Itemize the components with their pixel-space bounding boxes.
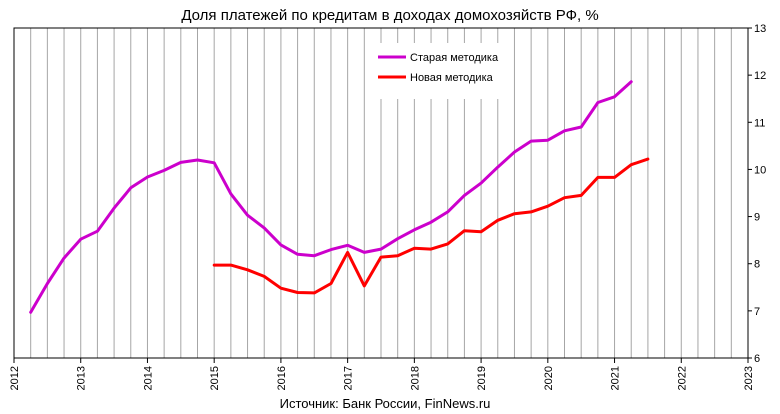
y-tick-label: 10 [754, 164, 766, 176]
x-tick-label: 2018 [409, 366, 421, 390]
y-tick-label: 11 [754, 117, 765, 129]
x-tick-label: 2015 [209, 366, 221, 390]
series-group [29, 80, 650, 314]
series-line-2 [212, 157, 650, 295]
y-tick-label: 6 [754, 353, 760, 365]
plot-frame [13, 27, 749, 359]
series-line-1 [29, 80, 633, 314]
axes: 2012 2013 2014 2015 2016 2017 2018 2019 2020 2021… [9, 23, 766, 390]
chart-title: Доля платежей по кредитам в доходах домо… [181, 7, 598, 24]
x-tick-label: 2014 [142, 366, 154, 390]
source-note: Источник: Банк России, FinNews.ru [280, 396, 491, 411]
x-tick-label: 2016 [276, 366, 288, 390]
x-tick-label: 2013 [76, 366, 88, 390]
legend-label-2: Новая методика [410, 72, 494, 84]
legend: Старая методика Новая методика [370, 43, 510, 99]
legend-label-1: Старая методика [410, 52, 499, 64]
x-tick-label: 2023 [743, 366, 755, 390]
y-tick-label: 12 [754, 70, 766, 82]
x-tick-label: 2020 [543, 366, 555, 390]
y-tick-label: 13 [754, 23, 766, 35]
legend-box [370, 43, 510, 99]
x-tick-label: 2012 [9, 366, 21, 390]
x-tick-label: 2017 [343, 366, 355, 390]
x-tick-label: 2021 [610, 366, 622, 390]
y-tick-label: 8 [754, 259, 760, 271]
x-tick-label: 2019 [476, 366, 488, 390]
y-tick-label: 7 [754, 306, 760, 318]
x-tick-label: 2022 [676, 366, 688, 390]
y-tick-label: 9 [754, 212, 760, 224]
